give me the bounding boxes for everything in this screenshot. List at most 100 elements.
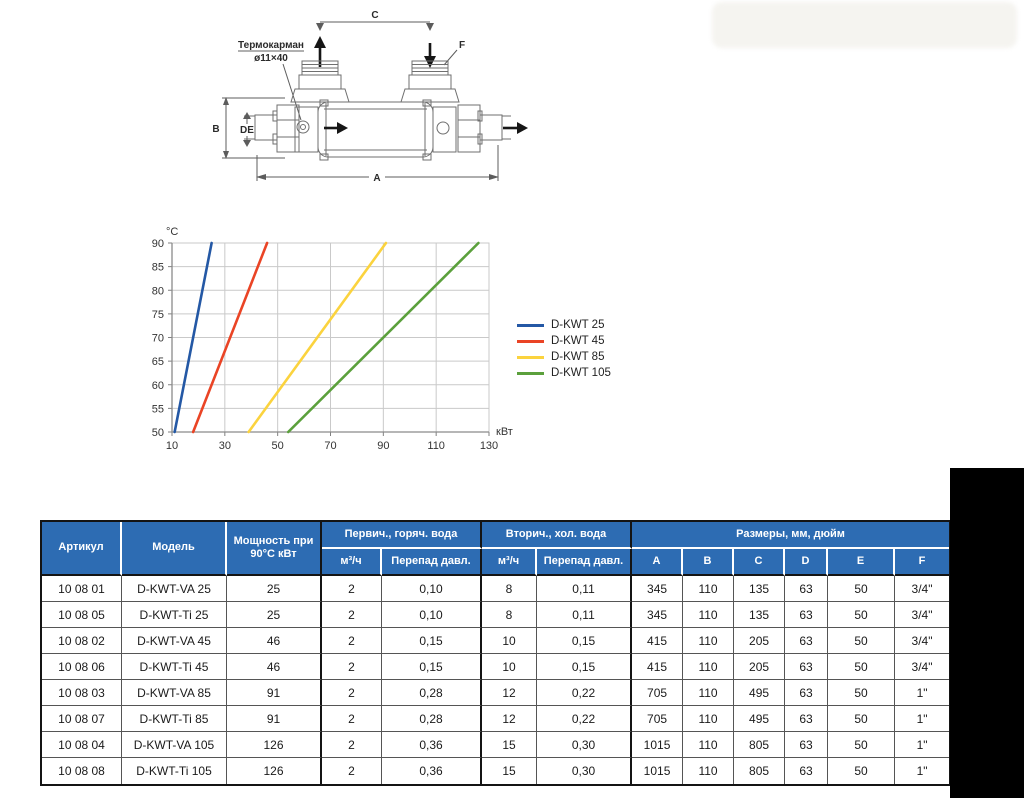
table-cell: 50 <box>828 576 896 602</box>
table-cell: 0,10 <box>382 602 483 628</box>
table-cell: 10 08 07 <box>42 706 122 732</box>
legend-label: D-KWT 105 <box>551 367 611 379</box>
y-tick-label: 80 <box>152 285 164 297</box>
table-cell: 0,15 <box>382 654 483 680</box>
table-cell: 110 <box>683 732 735 758</box>
left-connection <box>244 104 319 153</box>
table-cell: 3/4" <box>895 654 950 680</box>
table-cell: D-KWT-Ti 45 <box>122 654 227 680</box>
legend-item: D-KWT 45 <box>517 333 611 349</box>
table-cell: 15 <box>482 732 538 758</box>
col-secondary-flow: м³/ч <box>482 549 538 576</box>
table-cell: D-KWT-Ti 105 <box>122 758 227 784</box>
dim-a-label: A <box>373 173 380 184</box>
series-line <box>286 241 480 434</box>
table-cell: 63 <box>785 680 829 706</box>
table-cell: 63 <box>785 602 829 628</box>
table-cell: 205 <box>734 628 786 654</box>
thermowell-label-2: ø11×40 <box>254 53 288 64</box>
table-cell: 50 <box>828 602 896 628</box>
x-tick-label: 50 <box>272 440 284 452</box>
table-cell: 0,10 <box>382 576 483 602</box>
table-cell: 110 <box>683 576 735 602</box>
table-cell: 135 <box>734 576 786 602</box>
table-cell: 0,15 <box>537 654 633 680</box>
table-cell: 110 <box>683 628 735 654</box>
spec-table-body: 10 08 01 D-KWT-VA 25 25 2 0,10 8 0,11 345 110 135… <box>42 576 950 784</box>
faint-watermark <box>712 2 1017 48</box>
y-axis-unit: °C <box>166 226 178 238</box>
table-cell: 2 <box>322 758 382 784</box>
series-line <box>247 241 388 434</box>
table-cell: 2 <box>322 576 382 602</box>
table-cell: 495 <box>734 706 786 732</box>
table-cell: 2 <box>322 628 382 654</box>
table-row: 10 08 05 D-KWT-Ti 25 25 2 0,10 8 0,11 345 110 135… <box>42 602 950 628</box>
table-cell: 0,11 <box>537 602 633 628</box>
table-row: 10 08 01 D-KWT-VA 25 25 2 0,10 8 0,11 345 110 135… <box>42 576 950 602</box>
table-cell: 10 08 03 <box>42 680 122 706</box>
table-cell: 126 <box>227 758 322 784</box>
dim-c-label: C <box>371 10 378 21</box>
dim-c-arrow-left <box>316 23 324 31</box>
table-cell: 0,28 <box>382 680 483 706</box>
y-tick-label: 75 <box>152 309 164 321</box>
table-cell: 10 <box>482 628 538 654</box>
legend-swatch <box>517 371 544 375</box>
table-cell: 63 <box>785 732 829 758</box>
table-cell: 12 <box>482 680 538 706</box>
table-cell: 8 <box>482 576 538 602</box>
y-tick-label: 70 <box>152 333 164 345</box>
legend-item: D-KWT 105 <box>517 365 611 381</box>
col-dim-c: C <box>734 549 786 576</box>
x-tick-label: 70 <box>324 440 336 452</box>
y-tick-label: 65 <box>152 356 164 368</box>
legend-label: D-KWT 45 <box>551 335 605 347</box>
table-cell: 110 <box>683 654 735 680</box>
table-cell: 1015 <box>632 758 684 784</box>
table-cell: 110 <box>683 758 735 784</box>
table-cell: 50 <box>828 654 896 680</box>
table-cell: 0,11 <box>537 576 633 602</box>
table-cell: D-KWT-Ti 85 <box>122 706 227 732</box>
table-row: 10 08 08 D-KWT-Ti 105 126 2 0,36 15 0,30 1015 11… <box>42 758 950 784</box>
table-cell: 0,15 <box>382 628 483 654</box>
spec-table-header: Артикул Модель Мощность при 90°С кВт Пер… <box>42 522 950 576</box>
table-cell: D-KWT-VA 105 <box>122 732 227 758</box>
table-cell: 91 <box>227 706 322 732</box>
table-cell: 10 <box>482 654 538 680</box>
table-cell: 0,30 <box>537 758 633 784</box>
dim-f-leader <box>443 49 458 66</box>
col-model: Модель <box>122 522 227 576</box>
table-cell: 12 <box>482 706 538 732</box>
table-cell: 91 <box>227 680 322 706</box>
table-cell: 50 <box>828 758 896 784</box>
table-cell: 0,36 <box>382 732 483 758</box>
group-primary-water: Первич., горяч. вода <box>322 522 483 549</box>
right-connection <box>432 104 511 153</box>
col-primary-flow: м³/ч <box>322 549 382 576</box>
table-cell: 415 <box>632 654 684 680</box>
y-tick-label: 85 <box>152 262 164 274</box>
legend-swatch <box>517 323 544 327</box>
table-cell: 345 <box>632 602 684 628</box>
dim-f-label: F <box>459 40 465 51</box>
y-tick-label: 90 <box>152 238 164 250</box>
table-cell: 0,22 <box>537 706 633 732</box>
col-dim-f: F <box>895 549 950 576</box>
dim-c-arrow-right <box>426 23 434 31</box>
table-row: 10 08 04 D-KWT-VA 105 126 2 0,36 15 0,30 1015 11… <box>42 732 950 758</box>
thermowell-label-1: Термокарман <box>238 40 304 51</box>
table-row: 10 08 02 D-KWT-VA 45 46 2 0,15 10 0,15 415 110 20… <box>42 628 950 654</box>
legend-swatch <box>517 355 544 359</box>
legend-item: D-KWT 25 <box>517 317 611 333</box>
dim-de-label: DE <box>240 125 254 136</box>
table-cell: 805 <box>734 758 786 784</box>
table-row: 10 08 07 D-KWT-Ti 85 91 2 0,28 12 0,22 705 110 49… <box>42 706 950 732</box>
y-tick-label: 50 <box>152 427 164 439</box>
col-dim-e: E <box>828 549 896 576</box>
table-cell: 0,30 <box>537 732 633 758</box>
table-cell: 25 <box>227 602 322 628</box>
